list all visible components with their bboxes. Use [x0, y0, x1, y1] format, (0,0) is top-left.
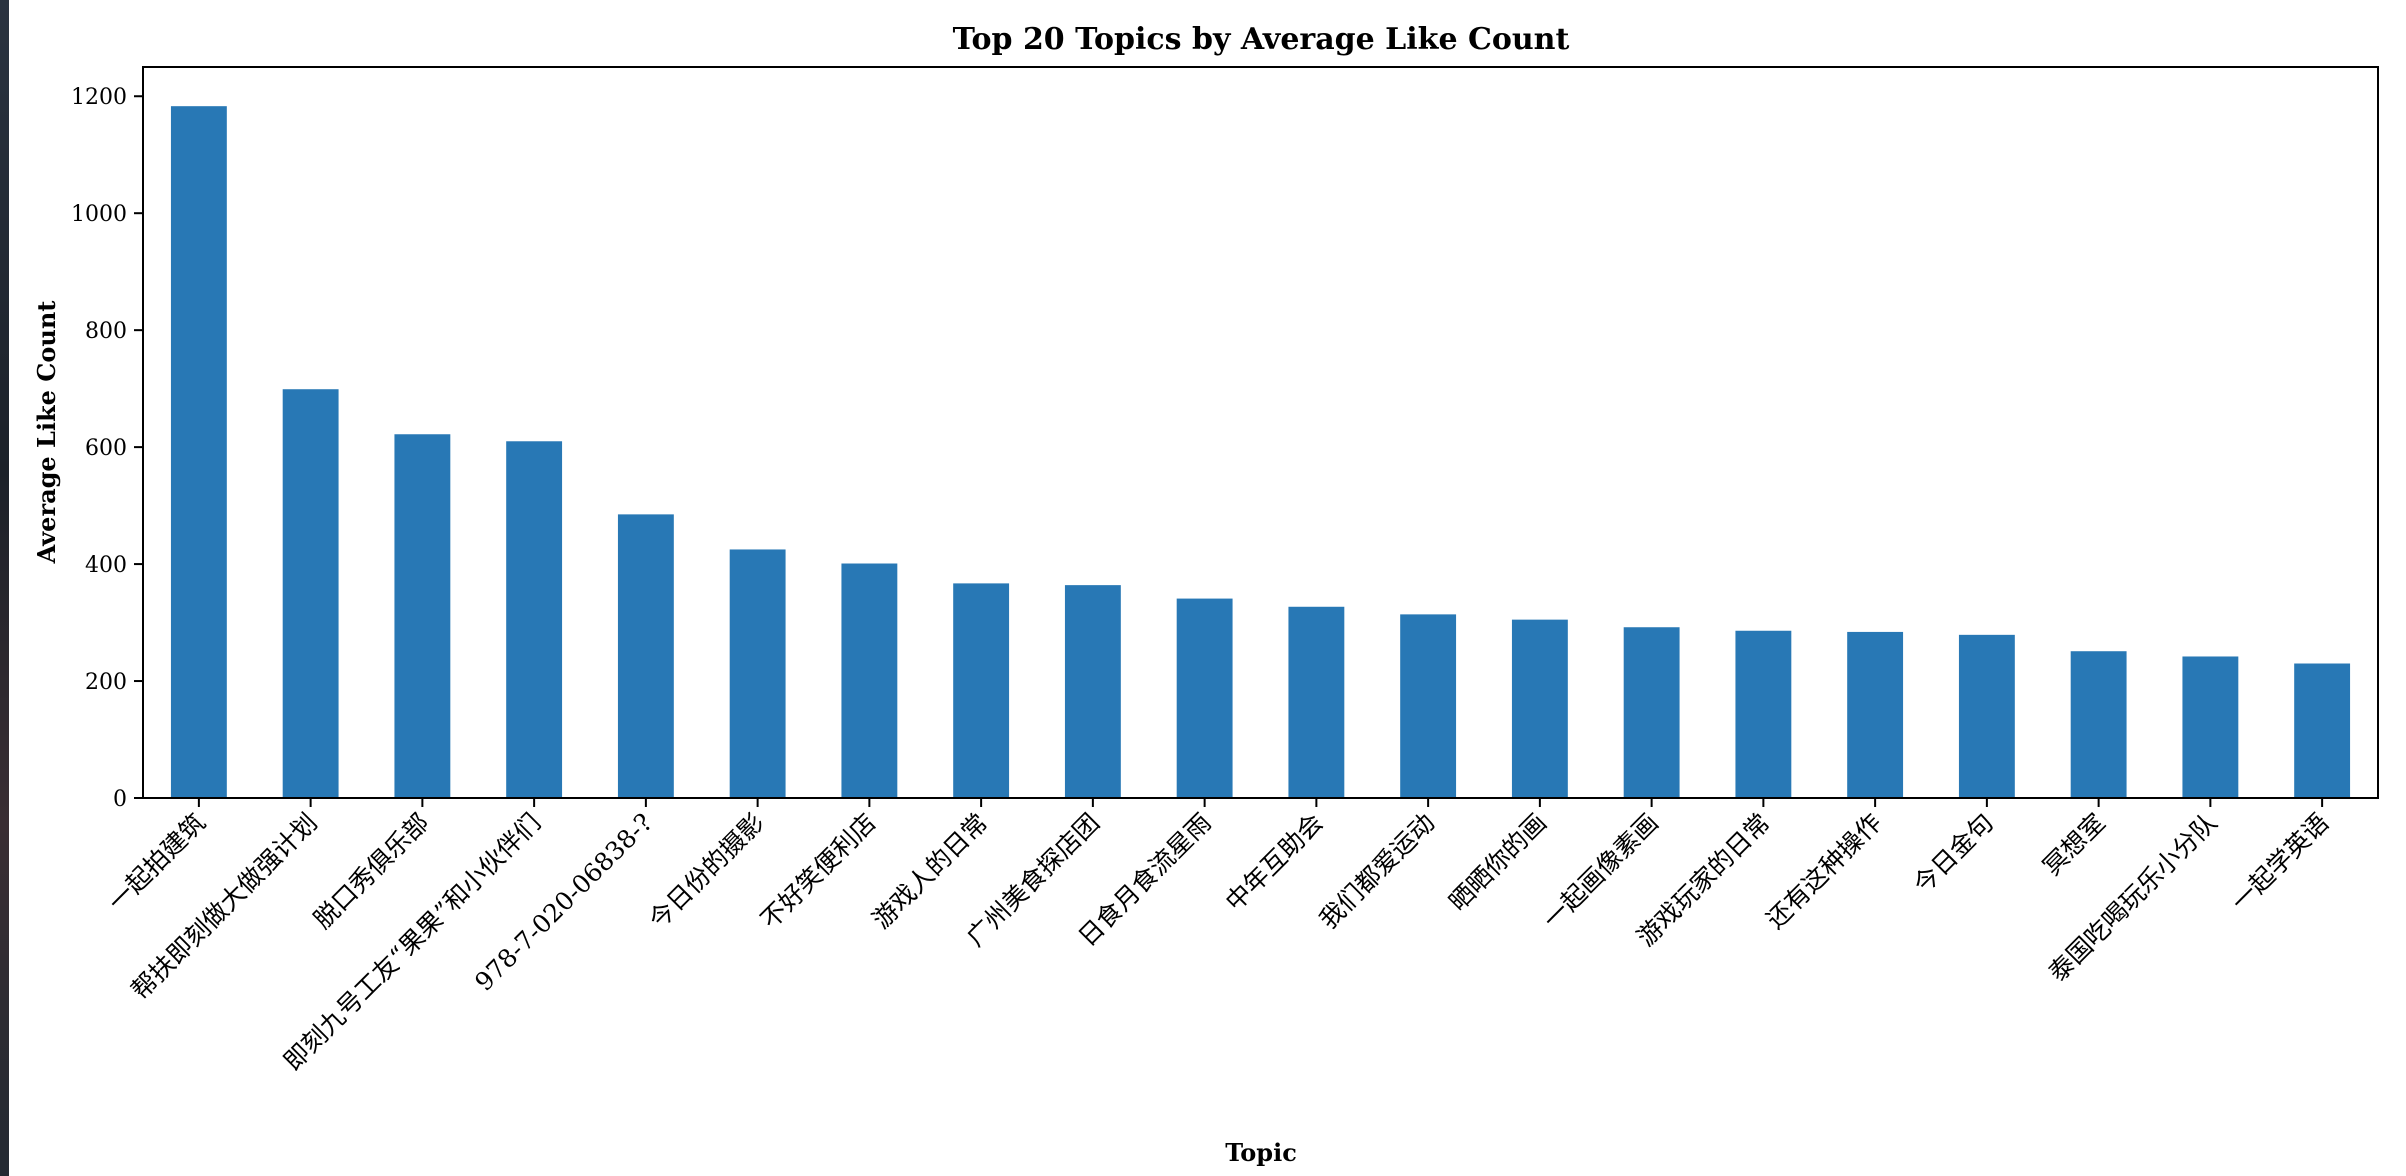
y-tick-label: 800 — [85, 319, 127, 344]
x-tick-label: 不好笑便利店 — [755, 808, 882, 935]
bar-16 — [1958, 634, 2015, 798]
left-edge-strip — [0, 0, 9, 1176]
bar-11 — [1400, 614, 1457, 798]
bar-13 — [1623, 627, 1680, 798]
x-tick-label: 今日金句 — [1908, 808, 1999, 899]
y-tick-label: 0 — [113, 787, 127, 812]
bar-0 — [170, 106, 227, 799]
x-tick-label: 还有这种操作 — [1761, 808, 1888, 935]
y-tick-label: 1000 — [71, 202, 127, 227]
bar-3 — [506, 441, 563, 798]
plot-frame — [142, 66, 2379, 799]
x-axis: 一起拍建筑帮扶即刻做大做强计划脱口秀俱乐部即刻九号工友“果果”和小伙伴们978-… — [102, 798, 2334, 1076]
y-tick-label: 600 — [85, 436, 127, 461]
y-tick-label: 400 — [85, 553, 127, 578]
bar-18 — [2182, 656, 2239, 798]
x-tick-label: 今日份的摄影 — [643, 808, 770, 935]
bar-7 — [953, 583, 1010, 798]
x-tick-label: 一起拍建筑 — [102, 808, 211, 917]
x-tick-label: 帮扶即刻做大做强计划 — [126, 808, 323, 1005]
bar-15 — [1847, 631, 1904, 798]
y-axis-label: Average Like Count — [32, 301, 61, 565]
bar-14 — [1735, 630, 1792, 798]
bar-12 — [1511, 619, 1568, 798]
bar-17 — [2070, 651, 2127, 798]
bar-6 — [841, 563, 898, 798]
bar-2 — [394, 434, 451, 798]
bar-5 — [729, 549, 786, 798]
x-tick-label: 我们都爱运动 — [1314, 808, 1441, 935]
bar-8 — [1064, 585, 1121, 798]
x-tick-label: 晒晒你的画 — [1443, 808, 1552, 917]
y-tick-label: 1200 — [71, 85, 127, 110]
bars-group — [170, 106, 2351, 799]
bar-19 — [2294, 663, 2351, 798]
x-tick-label: 一起画像素画 — [1537, 808, 1664, 935]
x-tick-label: 冥想室 — [2037, 808, 2111, 882]
x-tick-label: 一起学英语 — [2225, 808, 2334, 917]
x-tick-label: 中年互助会 — [1220, 808, 1329, 917]
x-tick-label: 脱口秀俱乐部 — [308, 808, 435, 935]
x-tick-label: 游戏人的日常 — [867, 808, 994, 935]
bar-10 — [1288, 606, 1345, 798]
x-axis-label: Topic — [1225, 1138, 1297, 1167]
bar-4 — [617, 514, 674, 798]
chart-title: Top 20 Topics by Average Like Count — [953, 22, 1570, 57]
y-tick-label: 200 — [85, 670, 127, 695]
y-axis: 0 200 400 600 800 1000 1200 — [71, 85, 143, 812]
bar-1 — [282, 389, 339, 798]
bar-9 — [1176, 598, 1233, 798]
